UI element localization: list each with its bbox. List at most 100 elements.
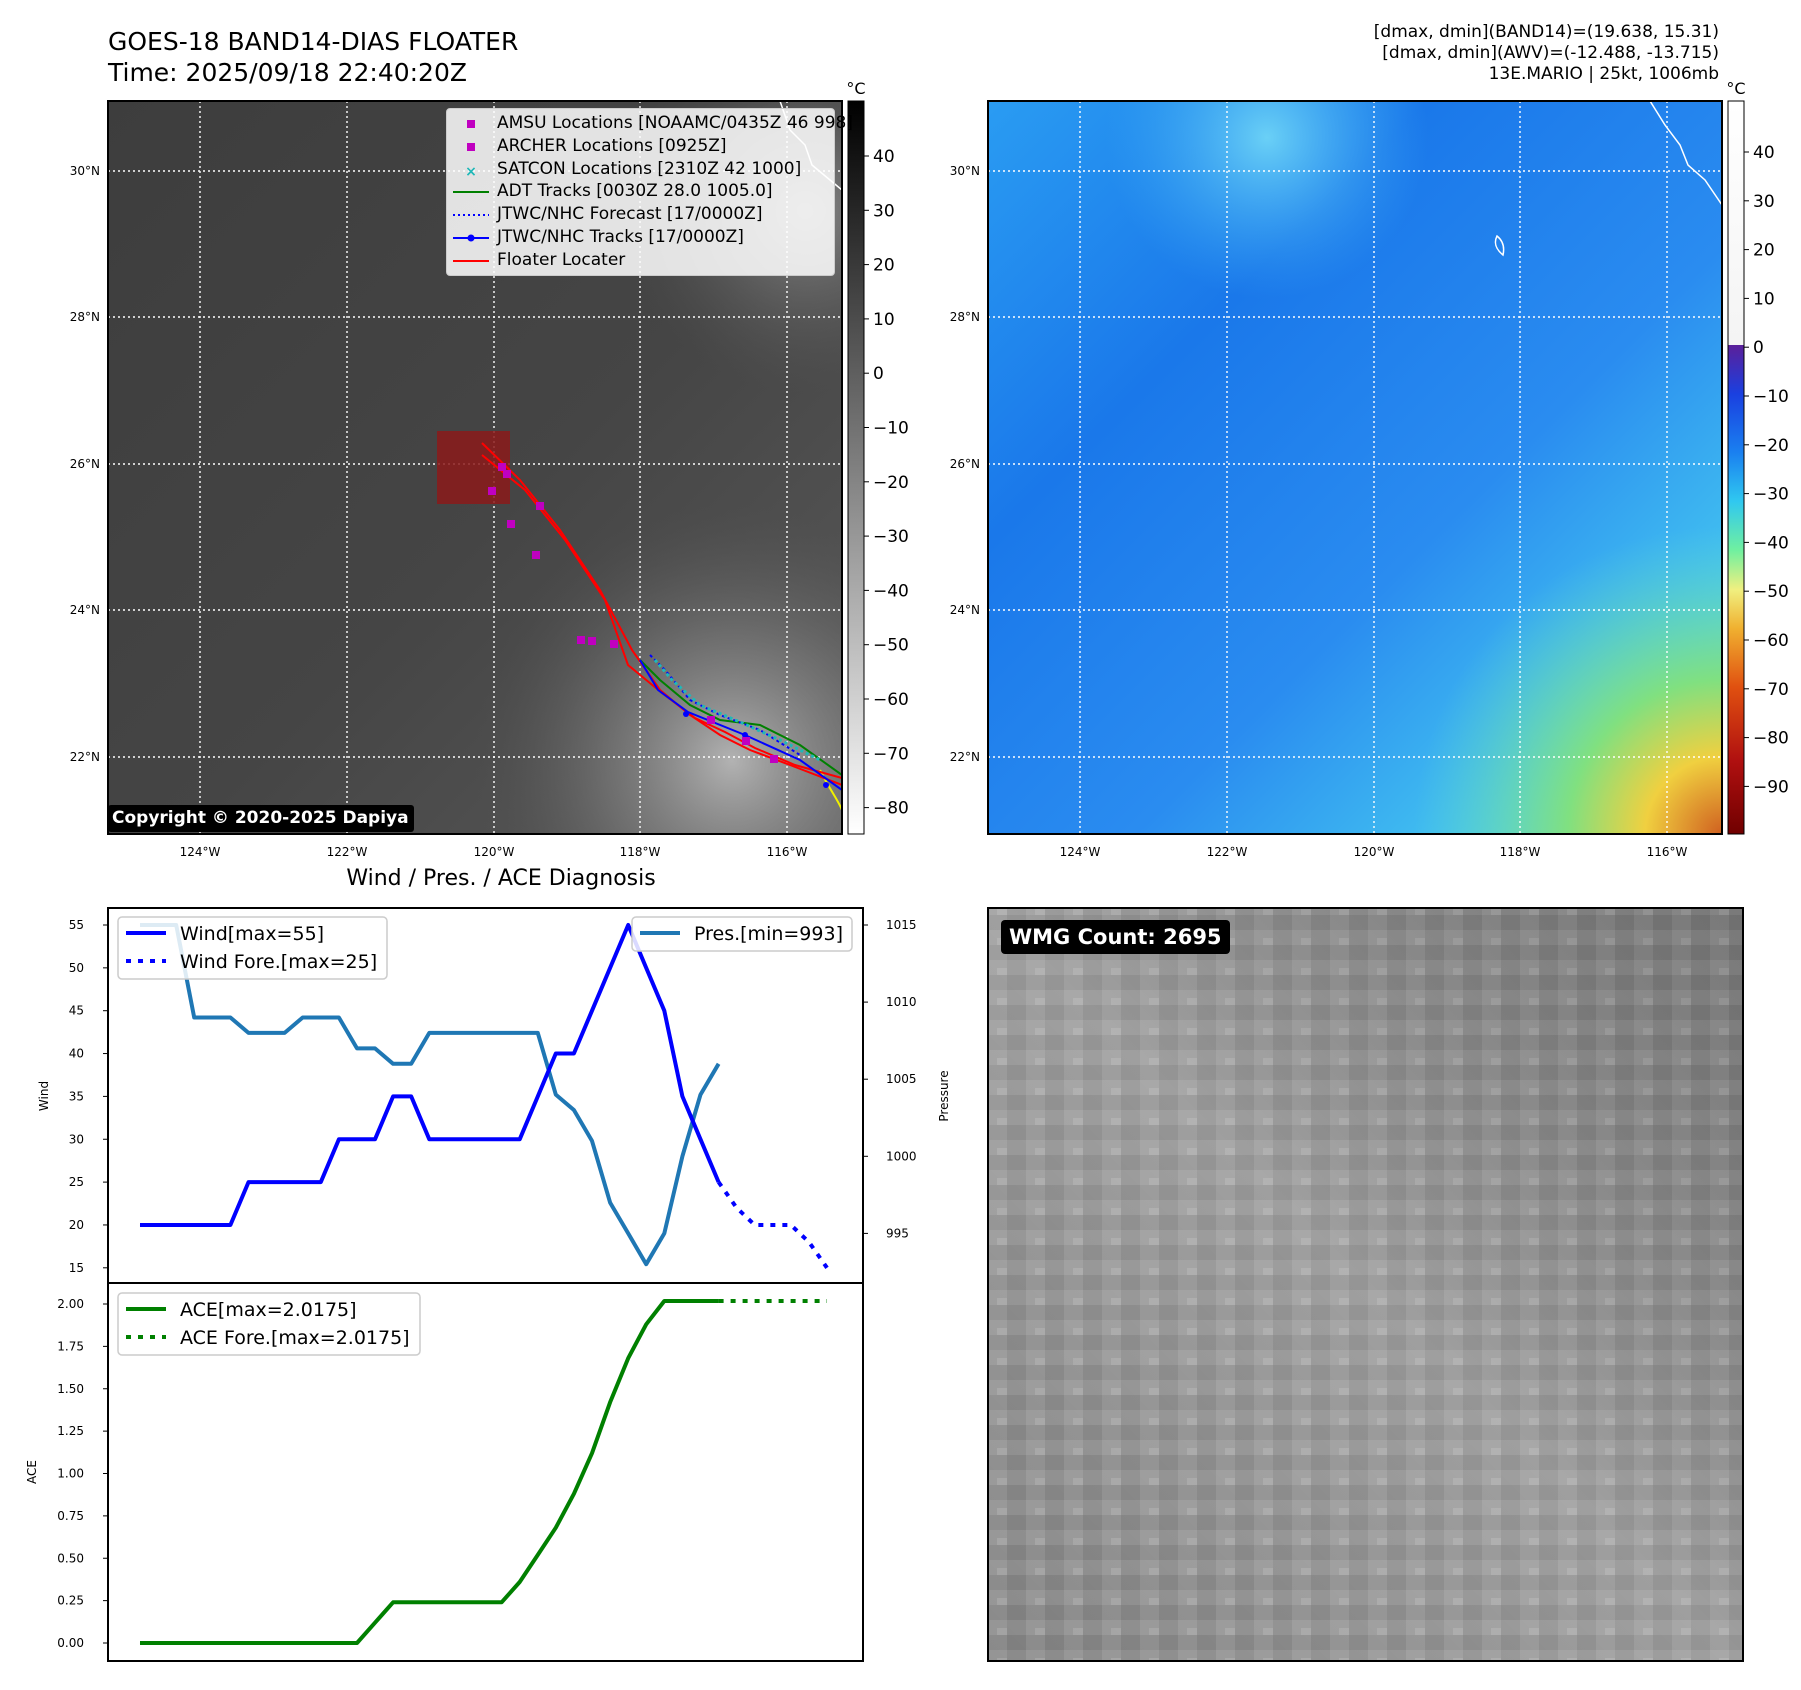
colorbar-tick-label: 0 [873, 364, 884, 384]
awv-map-panel: 124°W 122°W 120°W 118°W 116°W 30°N 28°N 26°N 24°… [950, 100, 1723, 859]
ir-axis-labels: 124°W 122°W 120°W 118°W 116°W 30°N 28°N 26°N 24°… [70, 164, 808, 859]
storm-info: [dmax, dmin](BAND14)=(19.638, 15.31) [dm… [1374, 22, 1719, 85]
pressure-legend-box [631, 916, 853, 952]
colorbar-tick-label: −10 [1753, 387, 1789, 407]
lat-label: 28°N [70, 310, 100, 324]
lat-label: 22°N [70, 750, 100, 764]
colorbar-tick-label: −40 [1753, 533, 1789, 553]
awv-map-frame [987, 100, 1723, 835]
wind-legend: Wind[max=55] Wind Fore.[max=25] [117, 916, 388, 980]
map-legend-label: ADT Tracks [0030Z 28.0 1005.0] [497, 181, 773, 202]
ace-fore-legend-label: ACE Fore.[max=2.0175] [180, 1327, 410, 1349]
jtwc-forecast-track [649, 654, 801, 756]
ace-legend: ACE[max=2.0175] ACE Fore.[max=2.0175] [117, 1292, 421, 1356]
archer-point [536, 502, 544, 510]
diagnosis-title: Wind / Pres. / ACE Diagnosis [346, 866, 655, 891]
ir-map-frame [107, 100, 843, 835]
copyright-badge: Copyright © 2020-2025 Dapiya [108, 805, 414, 832]
map-legend-label: ARCHER Locations [0925Z] [497, 135, 727, 156]
colorbar-tick-label: −30 [873, 527, 909, 547]
archer-point [498, 463, 506, 471]
lat-label: 24°N [950, 603, 980, 617]
archer-point [507, 520, 515, 528]
map-legend-swatch [453, 191, 489, 194]
lon-label: 116°W [767, 845, 808, 859]
wind-legend-label: Wind[max=55] [180, 923, 324, 945]
colorbar-tick-label: 10 [873, 310, 895, 330]
ace-tick-label: 0.50 [57, 1551, 84, 1565]
map-legend-label: AMSU Locations [NOAAMC/0435Z 46 998] [497, 113, 853, 133]
awv-dry-corner [988, 101, 1722, 834]
wind-tick-label: 50 [69, 961, 84, 975]
awv-colorbar-frame [1727, 100, 1745, 835]
awv-colorbar-scale [1728, 345, 1744, 834]
lat-label: 30°N [950, 164, 980, 178]
map-legend-label: Floater Locater [497, 249, 626, 270]
ace-legend-label: ACE[max=2.0175] [180, 1299, 357, 1321]
pressure-legend-label: Pres.[min=993] [694, 923, 843, 945]
storm-tracks [481, 442, 842, 791]
colorbar-tick-label: −50 [873, 636, 909, 656]
wind-tick-label: 45 [69, 1004, 84, 1018]
lat-label: 26°N [950, 457, 980, 471]
jtwc-track-point [683, 711, 689, 717]
colorbar-tick-label: −30 [1753, 485, 1789, 505]
colorbar-tick-label: 30 [873, 201, 895, 221]
lon-label: 118°W [620, 845, 661, 859]
lat-label: 28°N [950, 310, 980, 324]
pressure-tick-label: 1000 [886, 1149, 917, 1163]
ace-tick-label: 0.00 [57, 1636, 84, 1650]
jtwc-track-point [823, 782, 829, 788]
colorbar-tick-label: −90 [1753, 777, 1789, 797]
ace-axis-label: ACE [25, 1460, 39, 1484]
lat-label: 22°N [950, 750, 980, 764]
map-legend-swatch [453, 234, 489, 242]
awv-island [1494, 234, 1505, 257]
svg-text:×: × [465, 164, 477, 180]
map-legend-label: JTWC/NHC Tracks [17/0000Z] [497, 227, 744, 247]
ir-colorbar-scale [847, 100, 865, 835]
wmg-shading [988, 908, 1743, 1661]
ir-colorbar-unit: °C [846, 79, 865, 98]
ace-legend-box [117, 1292, 421, 1356]
colorbar-tick-label: 40 [873, 147, 895, 167]
lon-label: 118°W [1500, 845, 1541, 859]
colorbar-tick-label: 10 [1753, 289, 1775, 309]
wind-axis-label: Wind [37, 1081, 51, 1111]
map-legend-swatch: × [465, 164, 477, 180]
map-legend-swatch [453, 214, 489, 217]
awv-colorbar-unit: °C [1726, 79, 1745, 98]
lat-label: 24°N [70, 603, 100, 617]
colorbar-tick-label: 20 [873, 256, 895, 276]
colorbar-tick-label: 40 [1753, 143, 1775, 163]
map-legend-label: SATCON Locations [2310Z 42 1000] [497, 158, 802, 179]
map-legend: AMSU Locations [NOAAMC/0435Z 46 998] ARCH… [446, 108, 853, 276]
wind-tick-label: 55 [69, 918, 84, 932]
pressure-tick-label: 1010 [886, 995, 917, 1009]
ir-contour [819, 769, 842, 811]
ace-tick-label: 2.00 [57, 1297, 84, 1311]
colorbar-tick-label: −80 [1753, 729, 1789, 749]
wind-fore-legend-label: Wind Fore.[max=25] [180, 951, 377, 973]
pressure-legend: Pres.[min=993] [631, 916, 853, 952]
ace-tick-label: 0.75 [57, 1509, 84, 1523]
map-legend-swatch [467, 142, 475, 151]
pressure-tick-label: 995 [886, 1226, 909, 1240]
amsu-archer-points [488, 463, 778, 763]
ace-tick-label: 1.00 [57, 1467, 84, 1481]
pressure-tick-label: 1015 [886, 918, 917, 932]
pressure-axis-label: Pressure [937, 1070, 951, 1121]
pressure-tick-label: 1005 [886, 1072, 917, 1086]
adt-track [639, 659, 842, 776]
floater-locater-track [481, 442, 842, 786]
colorbar-tick-label: 30 [1753, 192, 1775, 212]
colorbar-tick-label: −70 [1753, 680, 1789, 700]
colorbar-tick-label: −50 [1753, 582, 1789, 602]
wind-tick-label: 40 [69, 1047, 84, 1061]
diagnosis-series [139, 923, 829, 1645]
figure-title: GOES-18 BAND14-DIAS FLOATER Time: 2025/0… [108, 26, 518, 88]
ace-tick-label: 1.75 [57, 1339, 84, 1353]
amsu-point [742, 737, 750, 745]
colorbar-tick-label: −20 [1753, 436, 1789, 456]
